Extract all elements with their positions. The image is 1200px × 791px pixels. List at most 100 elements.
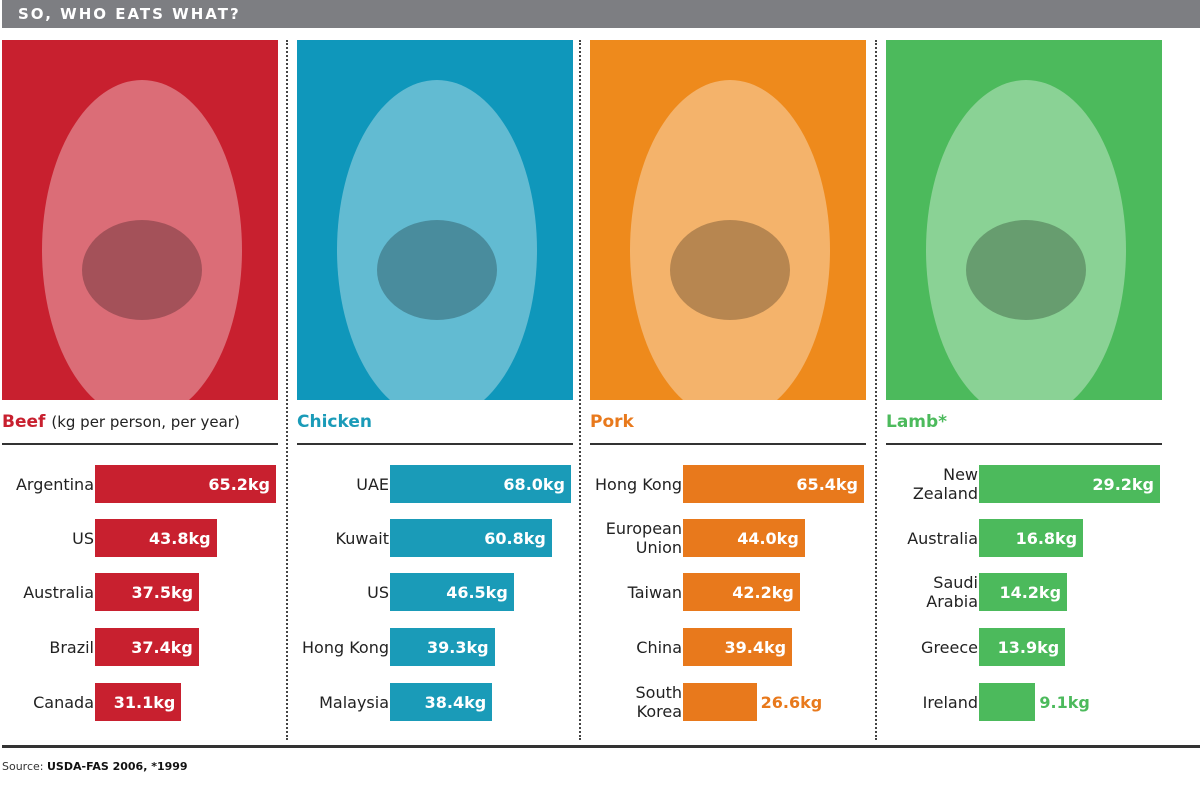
category-label: European Union [605, 519, 682, 557]
bar [390, 628, 495, 666]
panel-title: Lamb* [886, 412, 947, 432]
bar [390, 519, 552, 557]
value-label: 39.4kg [724, 637, 787, 657]
panel-pork: Pork Hong Kong 65.4kg European Union 44.0kg T… [590, 40, 866, 740]
value-label: 65.4kg [796, 474, 858, 494]
chart-header: SO, WHO EATS WHAT? [2, 0, 1200, 28]
category-label: Hong Kong [595, 474, 682, 494]
bar-row: Kuwait 60.8kg [297, 518, 573, 558]
bar-row: Saudi Arabia 14.2kg [886, 572, 1162, 612]
category-label: Canada [33, 692, 94, 712]
value-label: 16.8kg [1015, 528, 1078, 548]
category-label: Taiwan [627, 582, 682, 602]
bar [683, 519, 805, 557]
panel-title-text: Pork [590, 412, 634, 432]
bar-row: European Union 44.0kg [590, 518, 866, 558]
bar-row: Hong Kong 65.4kg [590, 464, 866, 504]
bar [390, 573, 514, 611]
bar [95, 465, 276, 503]
panel-subtitle: (kg per person, per year) [51, 413, 240, 431]
value-label: 68.0kg [503, 474, 565, 494]
category-label: China [636, 637, 682, 657]
divider [297, 443, 573, 445]
cow-photo [2, 40, 278, 400]
category-label: US [72, 528, 94, 548]
bar [95, 573, 200, 611]
value-label: 44.0kg [737, 528, 799, 548]
divider [2, 745, 1200, 748]
dotted-separator [875, 40, 877, 740]
panel-lamb: Lamb* New Zealand 29.2kg Australia 16.8kg Sau… [886, 40, 1162, 740]
dotted-separator [579, 40, 581, 740]
bar [979, 573, 1068, 611]
bar [683, 573, 800, 611]
bar [390, 683, 493, 721]
category-label: UAE [356, 474, 389, 494]
bar-row: Ireland 9.1kg [886, 682, 1162, 722]
category-label: Brazil [49, 637, 94, 657]
panel-title: Chicken [297, 412, 372, 432]
dotted-separator [286, 40, 288, 740]
value-label: 42.2kg [732, 582, 794, 602]
value-label: 26.6kg [760, 692, 823, 712]
bar [979, 628, 1066, 666]
value-label: 31.1kg [113, 692, 176, 712]
value-label: 60.8kg [484, 528, 546, 548]
value-label: 65.2kg [208, 474, 270, 494]
chicken-photo [297, 40, 573, 400]
bar-row: Greece 13.9kg [886, 627, 1162, 667]
value-label: 13.9kg [997, 637, 1060, 657]
value-label: 37.5kg [131, 582, 194, 602]
panel-title-text: Lamb* [886, 412, 948, 432]
category-label: Ireland [922, 692, 978, 712]
panel-title: Pork [590, 412, 634, 432]
divider [886, 443, 1162, 445]
bar-row: Canada 31.1kg [2, 682, 278, 722]
bar-row: Hong Kong 39.3kg [297, 627, 573, 667]
category-label: Greece [921, 637, 978, 657]
category-label: Kuwait [335, 528, 389, 548]
bar [979, 683, 1036, 721]
value-label: 14.2kg [999, 582, 1062, 602]
category-label: Australia [23, 582, 94, 602]
bar-row: Brazil 37.4kg [2, 627, 278, 667]
chart-title: SO, WHO EATS WHAT? [18, 5, 241, 23]
panel-title: Beef (kg per person, per year) [2, 412, 240, 432]
value-label: 9.1kg [1039, 692, 1090, 712]
bar [95, 683, 182, 721]
bar [683, 465, 864, 503]
panel-title-text: Chicken [297, 412, 372, 432]
value-label: 43.8kg [149, 528, 211, 548]
bar-row: Australia 16.8kg [886, 518, 1162, 558]
bar-row: US 46.5kg [297, 572, 573, 612]
value-label: 38.4kg [424, 692, 487, 712]
value-label: 39.3kg [427, 637, 489, 657]
bar-row: South Korea 26.6kg [590, 682, 866, 722]
bar [683, 683, 757, 721]
category-label: New Zealand [912, 465, 978, 503]
lamb-photo [886, 40, 1162, 400]
bar [979, 519, 1084, 557]
bar-row: UAE 68.0kg [297, 464, 573, 504]
bar [390, 465, 571, 503]
panel-title-text: Beef [2, 412, 46, 432]
bar-row: New Zealand 29.2kg [886, 464, 1162, 504]
panel-chicken: Chicken UAE 68.0kg Kuwait 60.8kg US 46.5kg Hong… [297, 40, 573, 740]
category-label: South Korea [635, 683, 683, 721]
bar [683, 628, 793, 666]
category-label: US [367, 582, 389, 602]
pig-photo [590, 40, 866, 400]
bar-row: Argentina 65.2kg [2, 464, 278, 504]
bar-row: Malaysia 38.4kg [297, 682, 573, 722]
bar-row: US 43.8kg [2, 518, 278, 558]
bar [979, 465, 1160, 503]
category-label: Malaysia [319, 692, 389, 712]
category-label: Saudi Arabia [926, 573, 978, 611]
category-label: Australia [907, 528, 978, 548]
bar-row: Taiwan 42.2kg [590, 572, 866, 612]
bar [95, 519, 217, 557]
bar-row: China 39.4kg [590, 627, 866, 667]
bar [95, 628, 199, 666]
value-label: 46.5kg [446, 582, 508, 602]
divider [590, 443, 866, 445]
